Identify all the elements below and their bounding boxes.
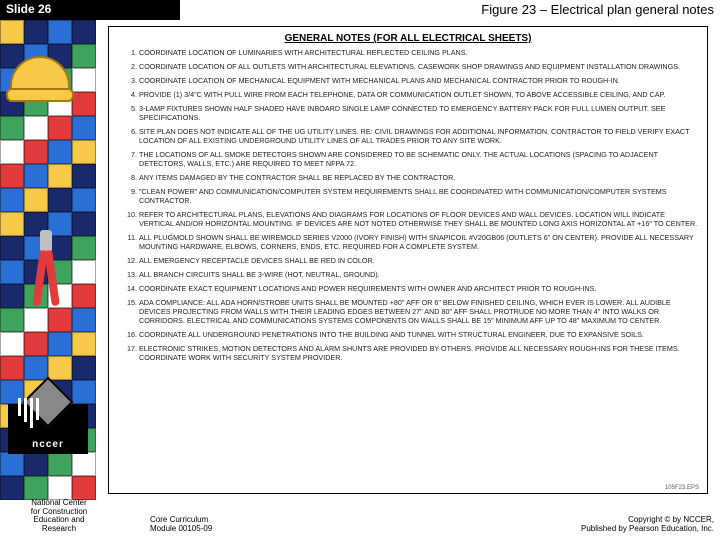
note-item: Provide (1) 3/4"C with pull wire from ea…	[139, 90, 699, 99]
note-item: Electronic strikes, motion detectors and…	[139, 344, 699, 362]
note-item: All branch circuits shall be 3-wire (hot…	[139, 270, 699, 279]
footer-module-ref: Core CurriculumModule 00105-09	[150, 516, 212, 534]
note-item: Refer to architectural plans, elevations…	[139, 210, 699, 228]
figure-title: Figure 23 – Electrical plan general note…	[481, 2, 714, 17]
note-item: All emergency receptacle devices shall b…	[139, 256, 699, 265]
nccer-logo: nccer	[8, 404, 88, 454]
note-item: All plugmold shown shall be Wiremold ser…	[139, 233, 699, 251]
note-item: The locations of all smoke detectors sho…	[139, 150, 699, 168]
general-notes-document: GENERAL NOTES (FOR ALL ELECTRICAL SHEETS…	[108, 26, 708, 494]
doc-footnote: 105F23.EPS	[665, 485, 699, 491]
pliers-icon	[36, 230, 56, 310]
footer-org-name: National Centerfor ConstructionEducation…	[4, 499, 114, 534]
note-item: ADA compliance: all ADA horn/strobe unit…	[139, 298, 699, 325]
note-item: Coordinate location of luminaries with a…	[139, 48, 699, 57]
doc-border-line	[108, 26, 109, 494]
note-item: Coordinate all underground penetrations …	[139, 330, 699, 339]
note-item: 3-lamp fixtures shown half shaded have i…	[139, 104, 699, 122]
note-item: Coordinate location of all outlets with …	[139, 62, 699, 71]
slide-label-bar: Slide 26	[0, 0, 180, 20]
doc-header: GENERAL NOTES (FOR ALL ELECTRICAL SHEETS…	[117, 31, 699, 48]
footer-copyright: Copyright © by NCCER,Published by Pearso…	[581, 516, 714, 534]
note-item: Any items damaged by the contractor shal…	[139, 173, 699, 182]
note-item: "Clean power" and communication/computer…	[139, 187, 699, 205]
nccer-logo-text: nccer	[8, 439, 88, 450]
note-item: Coordinate exact equipment locations and…	[139, 284, 699, 293]
note-item: Coordinate location of mechanical equipm…	[139, 76, 699, 85]
note-item: Site plan does not indicate all of the U…	[139, 127, 699, 145]
notes-list: Coordinate location of luminaries with a…	[117, 48, 699, 362]
decorative-sidebar: nccer	[0, 20, 96, 500]
slide-label: Slide 26	[6, 2, 51, 16]
